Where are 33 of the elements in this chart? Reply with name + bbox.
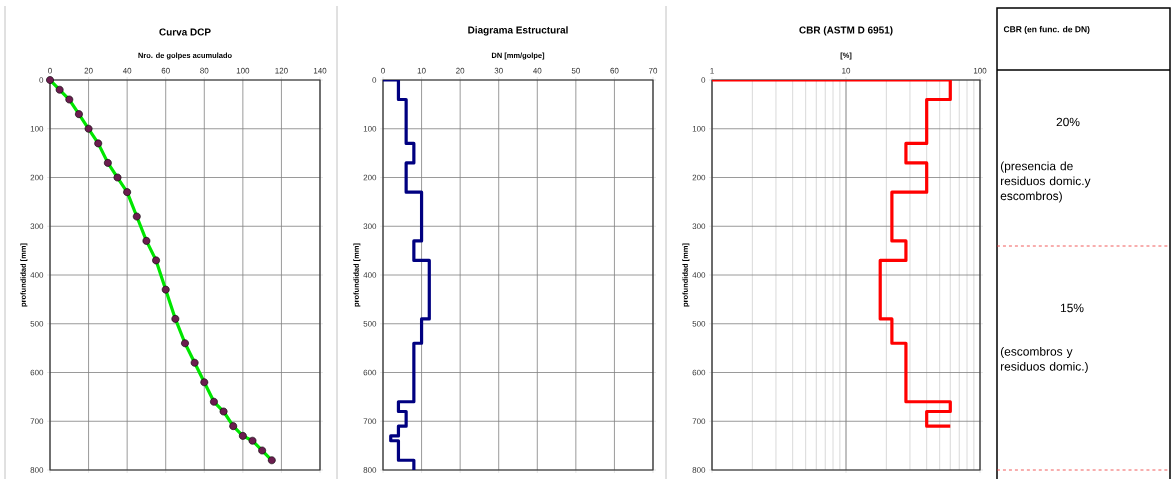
point [258,446,267,455]
point [132,212,141,221]
chart-title: Diagrama Estructural [468,26,568,36]
point [210,397,218,406]
text: 20% [1056,117,1080,127]
chart-title: CBR (ASTM D 6951) [799,26,893,36]
chart-title: Curva DCP [159,28,211,36]
point [229,422,238,431]
text: (presencia de residuos domic.y escombros) [1000,161,1091,203]
line-series [383,80,431,470]
point [55,85,64,94]
text: CBR (en func. de DN) [1003,26,1090,34]
point [75,110,83,119]
text: 15% [1060,303,1084,313]
point [65,95,74,104]
point [152,256,160,265]
text: (escombros y residuos domic.) [1000,346,1088,374]
point [84,124,93,133]
point [238,431,247,440]
point [113,173,122,182]
point [190,358,199,367]
point [171,314,180,323]
point [161,285,170,294]
point [267,456,276,465]
point [200,378,209,387]
point [94,139,103,148]
point [181,339,189,348]
point [123,188,132,197]
point [103,158,112,167]
point [219,407,228,416]
point [142,236,151,245]
point [248,436,257,445]
point [46,76,54,84]
